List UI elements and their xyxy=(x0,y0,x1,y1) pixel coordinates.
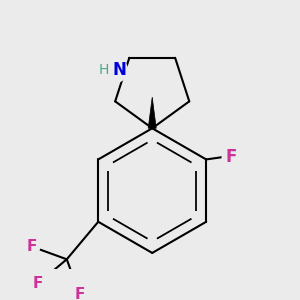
Polygon shape xyxy=(148,97,156,128)
Circle shape xyxy=(103,58,128,82)
Text: F: F xyxy=(74,287,85,300)
Text: F: F xyxy=(26,239,37,254)
Text: F: F xyxy=(225,148,236,166)
Text: N: N xyxy=(112,61,126,79)
Text: H: H xyxy=(98,63,109,77)
Circle shape xyxy=(71,286,88,300)
Circle shape xyxy=(23,238,40,255)
Text: F: F xyxy=(33,276,43,291)
Circle shape xyxy=(29,275,46,292)
Circle shape xyxy=(222,149,239,166)
